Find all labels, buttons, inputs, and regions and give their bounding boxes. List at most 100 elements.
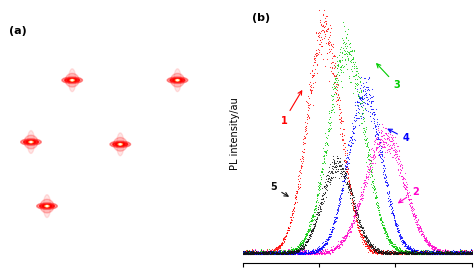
Point (349, 218, 357, 222)
Point (259, 251, 267, 256)
Point (293, 251, 301, 255)
Point (321, 239, 329, 244)
Point (389, 245, 397, 249)
Point (423, 252, 430, 256)
Point (423, 250, 430, 255)
Point (466, 252, 474, 256)
Point (279, 251, 286, 255)
Point (309, 88, 316, 92)
Point (316, 246, 324, 251)
Point (385, 251, 392, 255)
Point (435, 251, 443, 255)
Point (467, 251, 474, 256)
Point (308, 216, 315, 220)
Point (346, 187, 354, 191)
Point (305, 116, 313, 120)
Point (250, 251, 258, 255)
Point (397, 248, 404, 252)
Point (288, 251, 296, 255)
Point (255, 251, 263, 255)
Point (376, 249, 384, 253)
Point (441, 248, 449, 252)
Point (274, 245, 282, 249)
Point (355, 228, 363, 232)
Point (241, 251, 249, 255)
Point (301, 120, 309, 124)
Point (467, 248, 474, 252)
Point (465, 252, 473, 256)
Point (460, 251, 467, 255)
Point (364, 244, 371, 248)
Point (282, 234, 290, 238)
Point (400, 251, 407, 255)
Point (272, 251, 280, 256)
Point (456, 251, 463, 255)
Point (240, 251, 248, 255)
Point (392, 251, 400, 255)
Point (295, 247, 303, 251)
Point (401, 251, 409, 255)
Point (398, 238, 406, 242)
Point (324, 143, 331, 147)
Point (430, 247, 438, 251)
Point (390, 142, 397, 146)
Point (420, 238, 428, 242)
Point (309, 230, 316, 235)
Point (251, 251, 258, 255)
Point (398, 251, 406, 256)
Point (329, 174, 337, 179)
Point (242, 251, 250, 256)
Point (338, 133, 346, 138)
Point (363, 244, 371, 248)
Point (304, 251, 312, 256)
Point (261, 251, 268, 255)
Point (414, 251, 421, 255)
Point (301, 141, 308, 145)
Point (408, 206, 415, 210)
Point (294, 250, 301, 255)
Point (368, 248, 375, 252)
Point (445, 251, 453, 255)
Point (450, 248, 458, 253)
Point (306, 233, 314, 237)
Point (296, 246, 304, 250)
Point (269, 251, 276, 256)
Point (241, 250, 248, 254)
Point (396, 251, 404, 256)
Point (313, 38, 320, 43)
Point (348, 196, 356, 200)
Point (289, 207, 297, 211)
Point (447, 251, 454, 256)
Point (406, 203, 414, 207)
Point (292, 189, 300, 193)
Point (420, 251, 428, 256)
Point (353, 218, 360, 223)
Point (451, 251, 459, 255)
Point (376, 213, 383, 217)
Point (238, 251, 246, 256)
Point (346, 190, 354, 194)
Point (420, 251, 428, 255)
Point (263, 250, 271, 255)
Point (289, 251, 296, 255)
Point (380, 163, 387, 167)
Point (274, 251, 282, 255)
Point (401, 250, 409, 254)
Point (322, 251, 329, 255)
Point (328, 85, 336, 89)
Point (269, 248, 276, 253)
Point (444, 248, 452, 252)
Point (303, 99, 311, 104)
Point (420, 250, 428, 255)
Point (443, 248, 451, 253)
Point (456, 251, 464, 256)
Point (442, 251, 449, 255)
Point (313, 53, 320, 57)
Point (457, 251, 465, 255)
Point (293, 250, 301, 254)
Point (431, 248, 438, 253)
Point (328, 250, 336, 254)
Point (275, 245, 283, 249)
Point (383, 180, 391, 184)
Point (310, 248, 318, 253)
